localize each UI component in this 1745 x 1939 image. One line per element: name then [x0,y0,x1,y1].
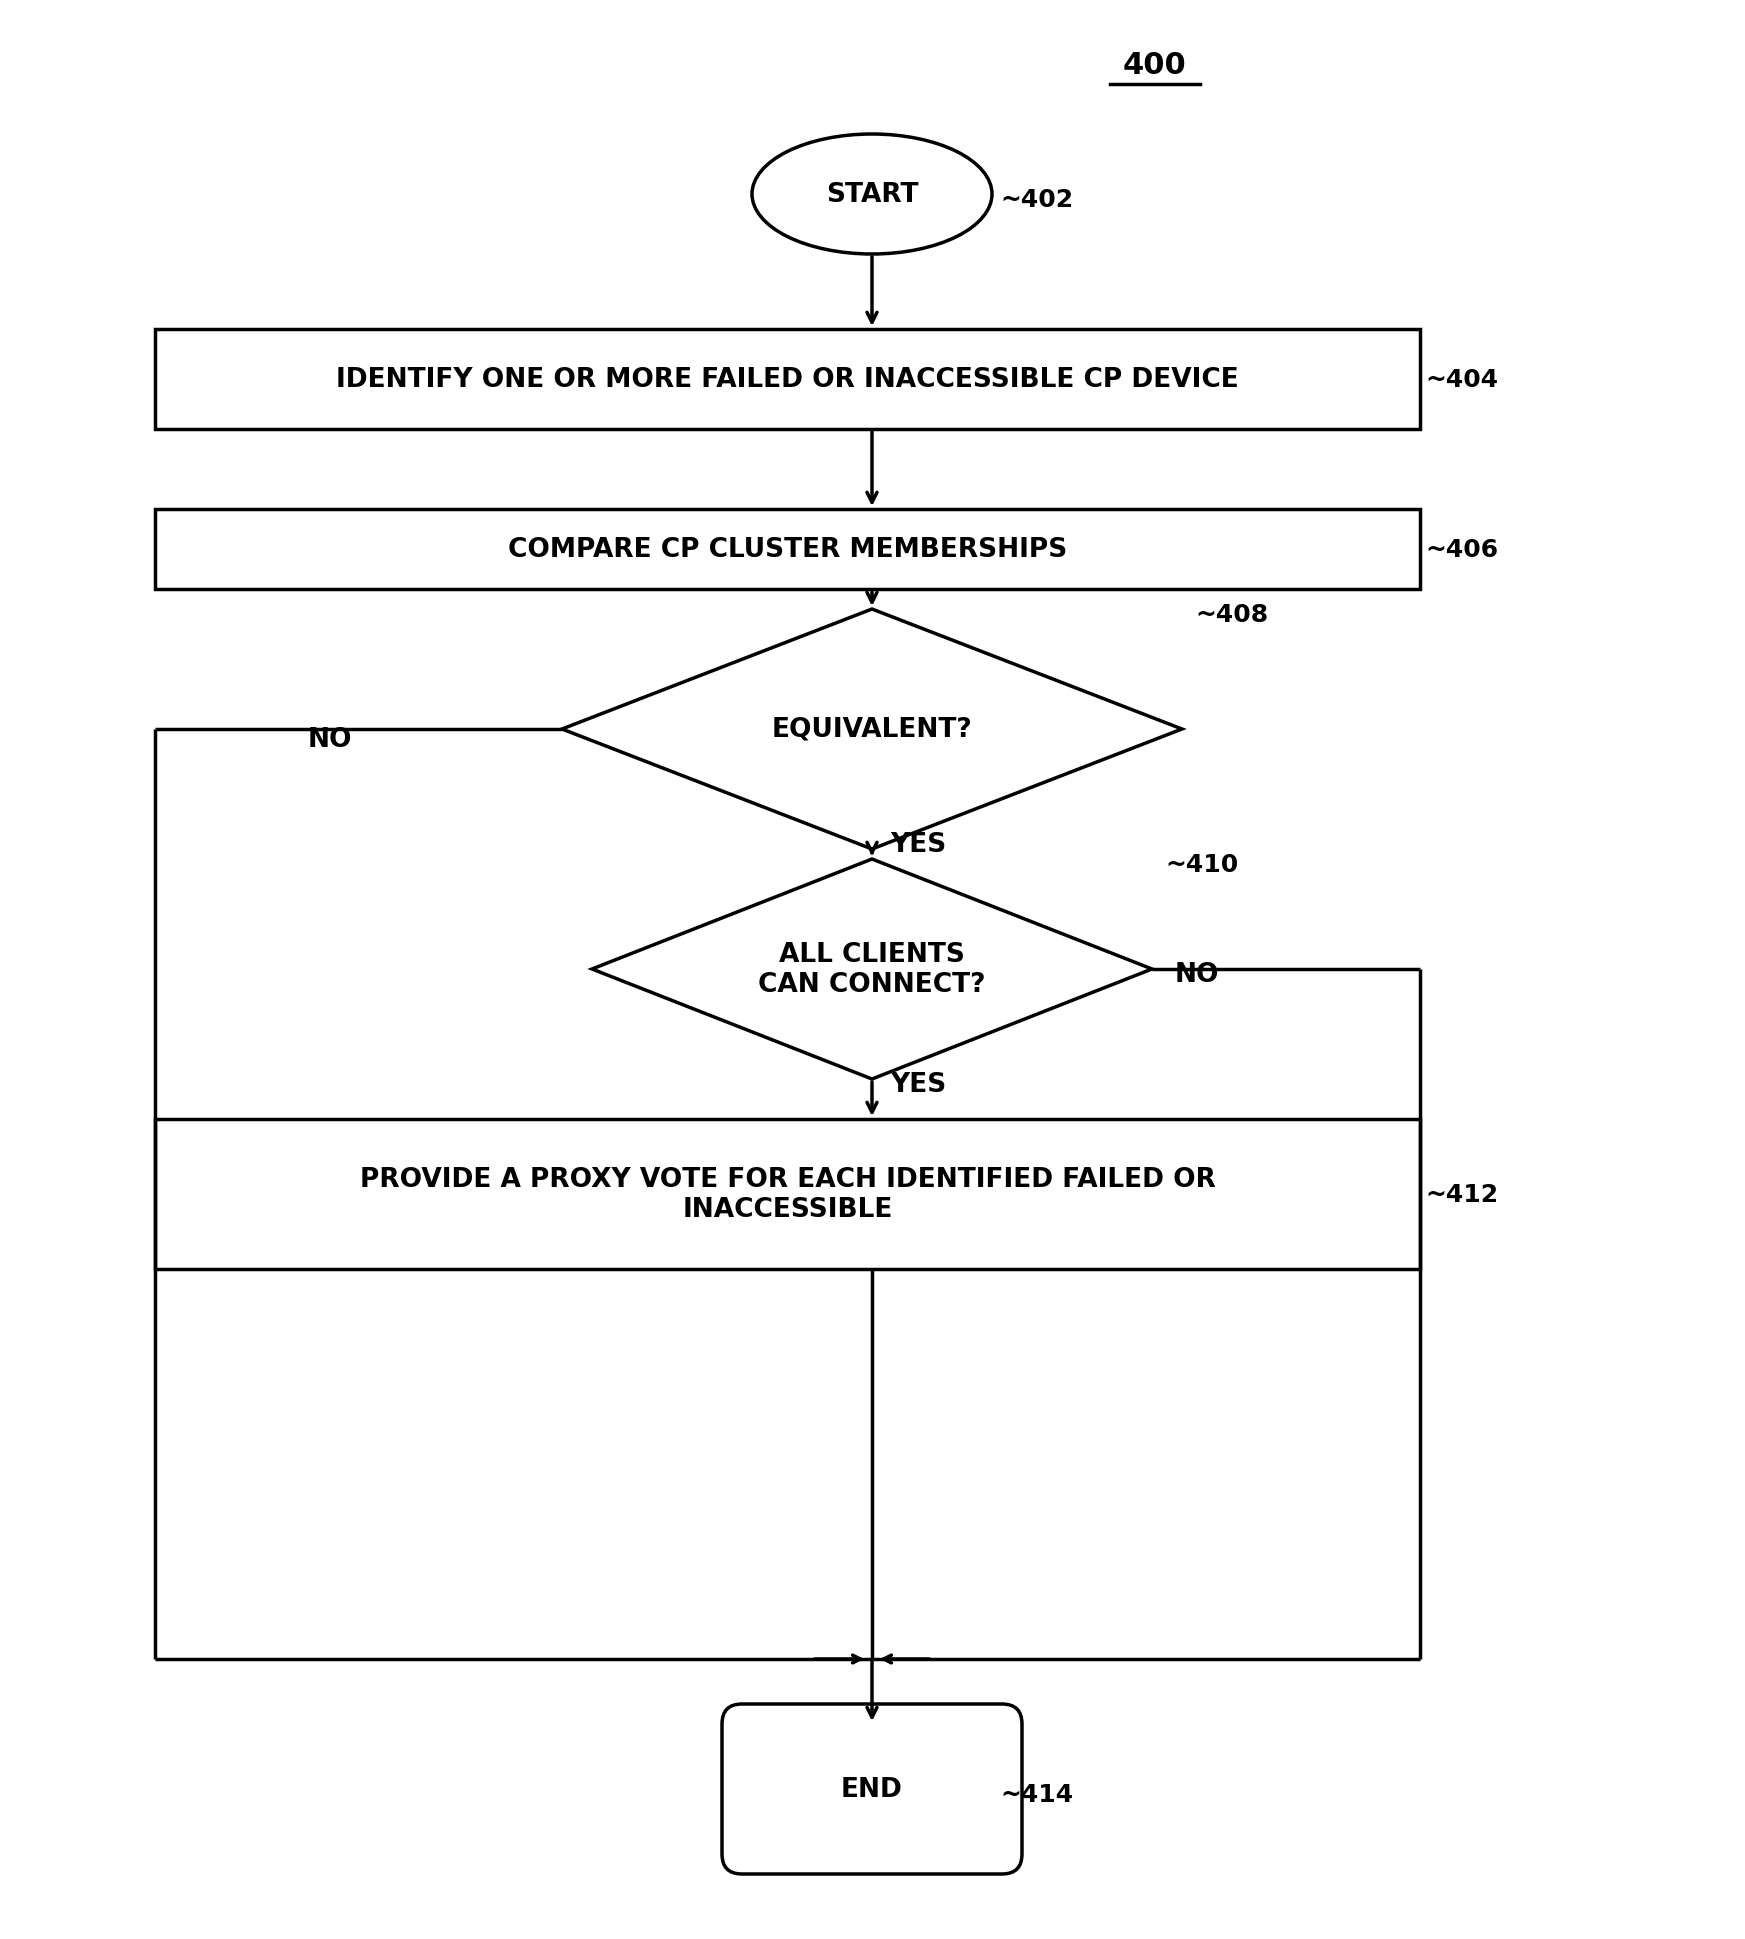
Text: NO: NO [307,727,352,752]
Text: ~412: ~412 [1426,1183,1499,1206]
Text: ~406: ~406 [1426,537,1499,562]
Text: 400: 400 [1124,50,1187,79]
Text: ~410: ~410 [1166,853,1239,876]
Bar [155,510,1420,589]
Polygon shape [562,609,1181,849]
Bar [155,330,1420,430]
Text: ALL CLIENTS
CAN CONNECT?: ALL CLIENTS CAN CONNECT? [759,942,986,997]
Polygon shape [592,859,1152,1080]
Text: COMPARE CP CLUSTER MEMBERSHIPS: COMPARE CP CLUSTER MEMBERSHIPS [508,537,1068,562]
Text: START: START [825,182,918,207]
Text: EQUIVALENT?: EQUIVALENT? [771,717,972,743]
Text: NO: NO [1174,962,1220,987]
Text: END: END [841,1776,902,1801]
Text: YES: YES [890,832,946,857]
Bar [155,1119,1420,1270]
Text: PROVIDE A PROXY VOTE FOR EACH IDENTIFIED FAILED OR
INACCESSIBLE: PROVIDE A PROXY VOTE FOR EACH IDENTIFIED… [359,1167,1216,1222]
Text: IDENTIFY ONE OR MORE FAILED OR INACCESSIBLE CP DEVICE: IDENTIFY ONE OR MORE FAILED OR INACCESSI… [337,366,1239,394]
FancyBboxPatch shape [722,1704,1023,1873]
Text: ~402: ~402 [1000,188,1073,211]
Text: YES: YES [890,1072,946,1097]
Text: ~414: ~414 [1000,1782,1073,1805]
Text: ~408: ~408 [1195,603,1269,626]
Ellipse shape [752,136,991,254]
Text: ~404: ~404 [1426,368,1499,392]
